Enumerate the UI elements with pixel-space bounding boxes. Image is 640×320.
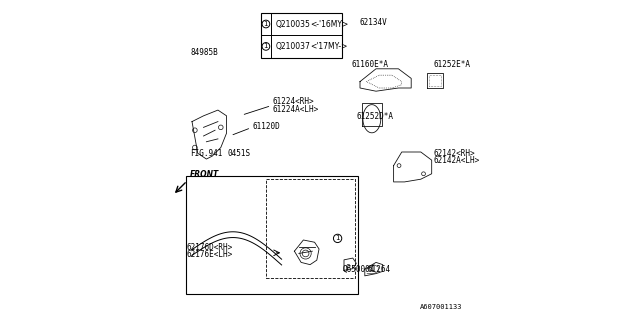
Text: 61224A<LH>: 61224A<LH> <box>273 105 319 114</box>
Text: 61160E*A: 61160E*A <box>352 60 389 68</box>
Text: Q650004: Q650004 <box>343 265 376 274</box>
Text: 62176E<LH>: 62176E<LH> <box>186 250 232 259</box>
Text: 84985B: 84985B <box>191 48 219 57</box>
Text: 61224<RH>: 61224<RH> <box>273 97 314 106</box>
Bar <box>266 179 355 278</box>
Text: 1: 1 <box>264 21 268 27</box>
Text: FRONT: FRONT <box>189 170 219 179</box>
Bar <box>186 176 358 294</box>
Text: 62176D<RH>: 62176D<RH> <box>186 244 232 252</box>
Text: <'17MY->: <'17MY-> <box>310 42 348 51</box>
Text: <-'16MY>: <-'16MY> <box>310 20 349 28</box>
Text: 1: 1 <box>264 44 268 49</box>
Text: 61264: 61264 <box>367 265 390 274</box>
Text: 61120D: 61120D <box>253 122 280 131</box>
Text: 1: 1 <box>335 236 340 241</box>
Text: Q210035: Q210035 <box>275 20 310 28</box>
Bar <box>261 13 342 58</box>
Text: 62142<RH>: 62142<RH> <box>434 149 476 158</box>
Text: 62134V: 62134V <box>360 18 388 27</box>
Text: Q210037: Q210037 <box>275 42 310 51</box>
Text: 61252D*A: 61252D*A <box>357 112 394 121</box>
Text: 61252E*A: 61252E*A <box>434 60 470 68</box>
Text: 62142A<LH>: 62142A<LH> <box>434 156 480 164</box>
Text: FIG.941: FIG.941 <box>191 149 223 158</box>
Text: 0451S: 0451S <box>227 149 250 158</box>
Text: A607001133: A607001133 <box>420 304 463 310</box>
